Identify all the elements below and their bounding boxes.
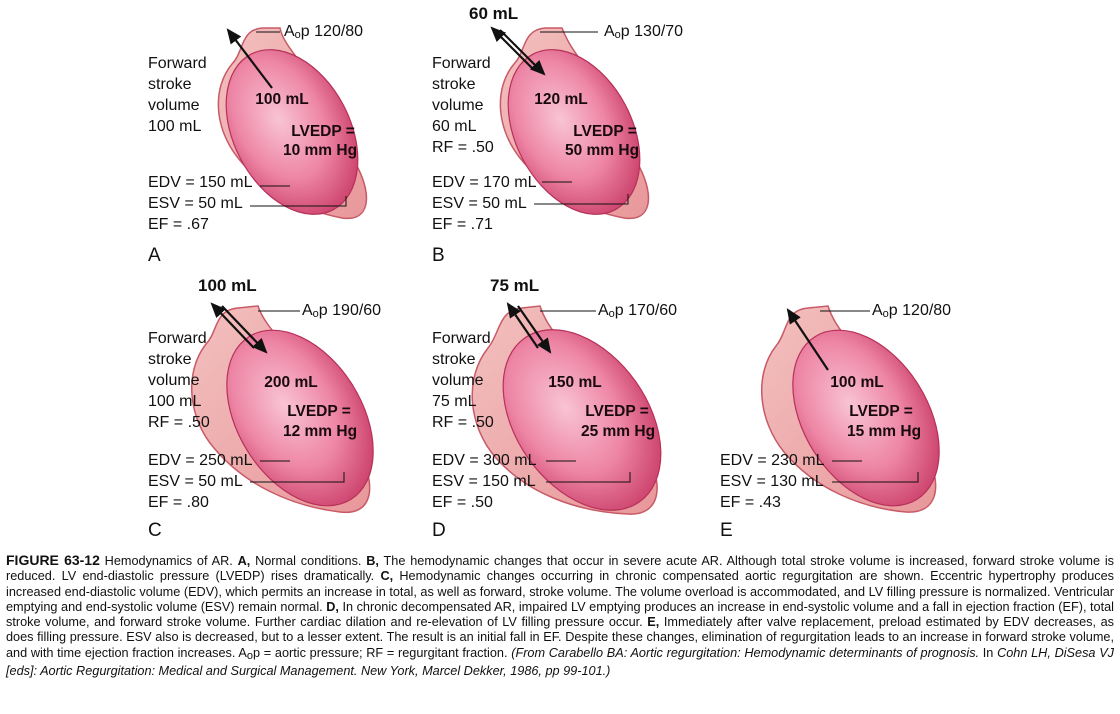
aop-label-c: Aop 190/60 — [302, 302, 382, 320]
panel-letter-b: B — [432, 245, 445, 266]
aop-label-b: Aop 130/70 — [604, 23, 684, 41]
figure-number: FIGURE 63-12 — [6, 552, 100, 568]
edv-e: EDV = 230 mL — [720, 452, 825, 469]
edv-b: EDV = 170 mL — [432, 174, 537, 191]
regurgitant-volume-b: 60 mL — [469, 4, 519, 23]
esv-e: ESV = 130 mL — [720, 473, 824, 490]
esv-b: ESV = 50 mL — [432, 195, 527, 212]
edv-d: EDV = 300 mL — [432, 452, 537, 469]
esv-d: ESV = 150 mL — [432, 473, 536, 490]
cavity-volume-b: 120 mL — [534, 91, 588, 108]
edv-c: EDV = 250 mL — [148, 452, 253, 469]
lvedp-label-c: LVEDP = — [287, 403, 351, 420]
figure-caption: FIGURE 63-12 Hemodynamics of AR. A, Norm… — [6, 552, 1115, 679]
panel-letter-e: E — [720, 520, 733, 541]
cavity-volume-d: 150 mL — [548, 374, 602, 391]
forward-stroke-text-c: Forward stroke volume 100 mL RF = .50 — [148, 330, 210, 431]
aop-label-e: Aop 120/80 — [872, 302, 952, 320]
forward-arrow-a — [226, 28, 273, 89]
cavity-volume-c: 200 mL — [264, 374, 318, 391]
heart-d — [471, 302, 662, 515]
lvedp-value-c: 12 mm Hg — [282, 423, 358, 440]
panel-letter-d: D — [432, 520, 446, 541]
regurgitant-volume-d: 75 mL — [490, 276, 540, 295]
forward-stroke-text-b: Forward stroke volume 60 mL RF = .50 — [432, 55, 494, 156]
lvedp-label-a: LVEDP = — [291, 123, 355, 140]
forward-stroke-text-d: Forward stroke volume 75 mL RF = .50 — [432, 330, 494, 431]
cavity-volume-a: 100 mL — [255, 91, 309, 108]
heart-a — [217, 27, 368, 220]
esv-a: ESV = 50 mL — [148, 195, 243, 212]
cavity-volume-e: 100 mL — [830, 374, 884, 391]
esv-c: ESV = 50 mL — [148, 473, 243, 490]
panel-letter-c: C — [148, 520, 162, 541]
ef-c: EF = .80 — [148, 494, 209, 511]
heart-c — [191, 302, 374, 514]
edv-a: EDV = 150 mL — [148, 174, 253, 191]
regurgitant-volume-c: 100 mL — [198, 276, 257, 295]
lvedp-value-b: 50 mm Hg — [564, 142, 640, 159]
forward-stroke-text-a: Forward stroke volume 100 mL — [148, 55, 207, 135]
ef-b: EF = .71 — [432, 216, 493, 233]
lvedp-label-b: LVEDP = — [573, 123, 637, 140]
lvedp-value-d: 25 mm Hg — [580, 423, 656, 440]
lvedp-value-a: 10 mm Hg — [282, 142, 358, 159]
lvedp-label-e: LVEDP = — [849, 403, 913, 420]
lvedp-label-d: LVEDP = — [585, 403, 649, 420]
lvedp-value-e: 15 mm Hg — [846, 423, 922, 440]
ef-e: EF = .43 — [720, 494, 781, 511]
heart-b — [490, 26, 650, 220]
ef-a: EF = .67 — [148, 216, 209, 233]
ef-d: EF = .50 — [432, 494, 493, 511]
panel-letter-a: A — [148, 245, 161, 266]
aop-label-a: Aop 120/80 — [284, 23, 364, 41]
aop-label-d: Aop 170/60 — [598, 302, 678, 320]
heart-e — [761, 305, 940, 513]
